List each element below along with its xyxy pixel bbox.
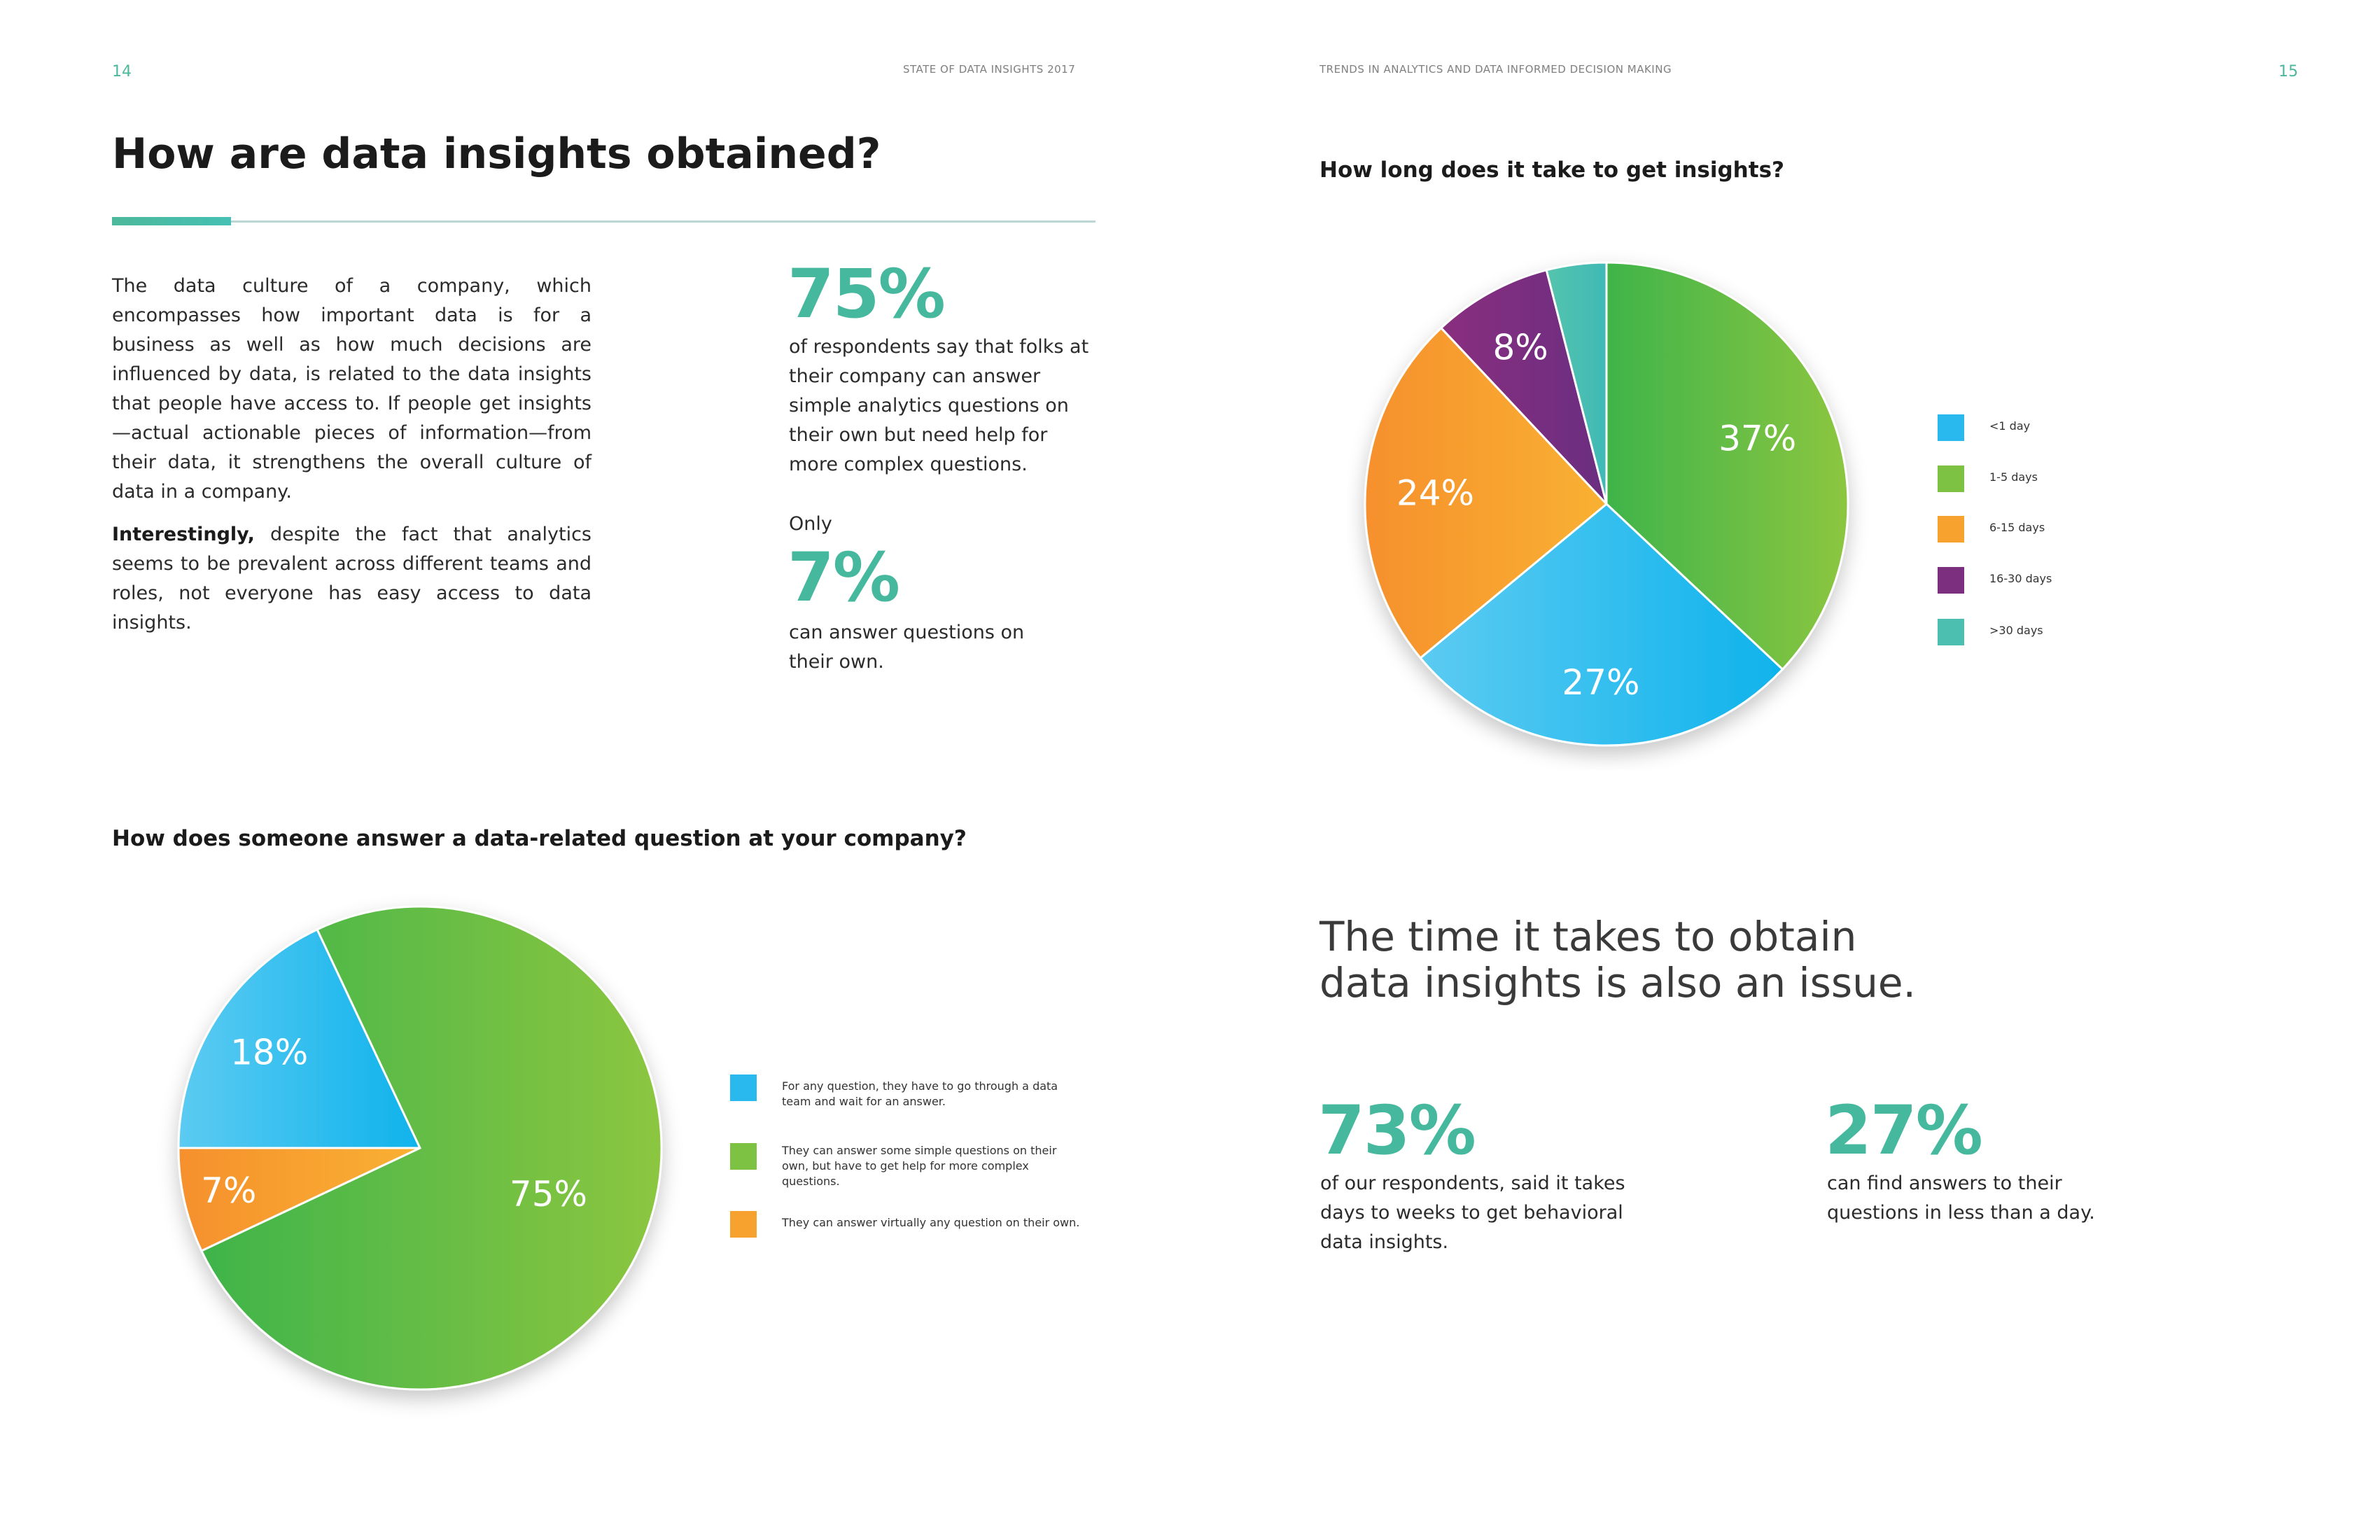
stat-27-text: can find answers to their questions in l… [1827,1172,2095,1224]
pie-chart-answer-method: 18% 75% 7% [177,905,663,1391]
legend-label-lt1day: <1 day [1989,419,2031,433]
pie-value-label: 24% [1396,473,1474,514]
intro-paragraph: The data culture of a company, which enc… [112,275,592,503]
legend-swatch-orange [1938,516,1964,542]
legend-swatch-green [730,1143,757,1170]
page-number-right: 15 [2278,63,2298,80]
pie-value-label: 4% [1546,220,1601,260]
stat-7-prefix: Only [789,513,832,535]
legend-swatch-green [1938,465,1964,492]
pull-quote-line2: data insights is also an issue. [1320,959,1916,1007]
legend-label-simple-questions: They can answer some simple questions on… [782,1144,1057,1188]
pull-quote: The time it takes to obtain data insight… [1320,913,1916,1006]
stat-73-value: 73% [1318,1091,1476,1170]
legend-label-data-team: For any question, they have to go throug… [782,1079,1058,1108]
legend-item-data-team: For any question, they have to go throug… [730,1074,1076,1110]
paragraph-rest: despite the fact that analytics seems to… [112,524,592,634]
legend-label-1-5days: 1-5 days [1989,470,2038,484]
pie-slice-they-can-answer-some-simple-qu [200,905,663,1391]
chart2-title: How long does it take to get insights? [1320,158,1785,183]
page-number-left: 14 [112,63,132,80]
pull-quote-line1: The time it takes to obtain [1320,913,1857,960]
stat-7-text: can answer questions on their own. [789,622,1025,673]
legend-swatch-teal [1938,619,1964,645]
pie-value-label: 27% [1562,662,1639,703]
title-divider [112,220,1096,223]
chart2-legend: <1 day 1-5 days 6-15 days 16-30 days >30… [1938,414,2148,652]
stat-73-text: of our respondents, said it takes days t… [1320,1172,1625,1253]
legend-item-any-question: They can answer virtually any question o… [730,1211,1111,1238]
pie-value-label: 75% [510,1174,587,1214]
pie-chart-time-to-insights: 37% 27% 24% 8% 4% [1364,220,1849,747]
running-head-right: TRENDS IN ANALYTICS AND DATA INFORMED DE… [1320,63,1672,76]
pie-value-label: 8% [1492,328,1548,368]
pie-slice-they-can-answer-virtually-any- [177,1147,421,1252]
stat-75-text: of respondents say that folks at their c… [789,336,1089,475]
pie-slice-6-15-days [1364,326,1609,660]
pie-slice-1-day [1419,503,1784,747]
legend-label-gt30days: >30 days [1989,624,2043,637]
title-accent-bar [112,217,231,225]
stat-27-value: 27% [1825,1091,1983,1170]
legend-label-any-question: They can answer virtually any question o… [782,1216,1080,1229]
legend-item-simple-questions: They can answer some simple questions on… [730,1143,1062,1189]
legend-label-6-15days: 6-15 days [1989,521,2045,534]
stat-75-value: 75% [788,255,946,333]
legend-swatch-purple [1938,567,1964,594]
legend-item-16-30days: 16-30 days [1938,567,2052,594]
chart1-legend: For any question, they have to go throug… [730,1074,1122,1256]
legend-swatch-blue [730,1074,757,1101]
legend-label-16-30days: 16-30 days [1989,572,2052,585]
interesting-paragraph: Interestingly, despite the fact that ana… [112,520,592,638]
page-title: How are data insights obtained? [112,130,881,178]
running-head-left: STATE OF DATA INSIGHTS 2017 [903,63,1076,76]
chart1-title: How does someone answer a data-related q… [112,826,967,851]
legend-swatch-orange [730,1211,757,1238]
pie-slice-for-any-question-they-have-to- [177,927,422,1149]
stat-7-value: 7% [788,538,900,617]
pie-slice-1-5-days [1605,261,1849,671]
legend-swatch-blue [1938,414,1964,441]
legend-item-6-15days: 6-15 days [1938,516,2045,542]
paragraph-lead: Interestingly, [112,524,255,545]
pie-value-label: 37% [1718,419,1796,459]
pie-slice-30-days [1545,261,1608,505]
pie-value-label: 7% [201,1170,256,1211]
legend-item-gt30days: >30 days [1938,619,2043,645]
legend-item-lt1day: <1 day [1938,414,2030,441]
legend-item-1-5days: 1-5 days [1938,465,2038,492]
pie-value-label: 18% [230,1032,308,1072]
pie-slice-16-30-days [1439,269,1608,505]
